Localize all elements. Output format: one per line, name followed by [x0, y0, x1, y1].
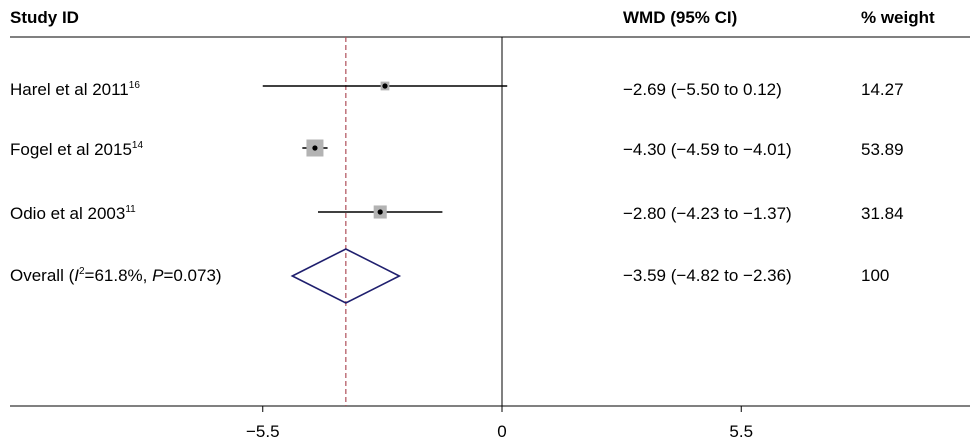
study-reference: 14 — [132, 140, 144, 151]
study-weight: 53.89 — [861, 140, 904, 159]
header-study-id: Study ID — [10, 8, 79, 27]
x-tick-label: 5.5 — [729, 422, 753, 441]
study-reference: 11 — [125, 204, 136, 215]
study-point-estimate — [382, 83, 388, 89]
x-tick-label: −5.5 — [246, 422, 280, 441]
overall-label: Overall (I2=61.8%, P=0.073) — [10, 266, 222, 285]
study-row: Odio et al 200311 −2.80 (−4.23 to −1.37)… — [10, 204, 904, 223]
study-row: Harel et al 201116 −2.69 (−5.50 to 0.12)… — [10, 80, 904, 99]
header-weight: % weight — [861, 8, 935, 27]
study-label: Harel et al 201116 — [10, 80, 140, 99]
x-tick-label: 0 — [497, 422, 506, 441]
overall-row: Overall (I2=61.8%, P=0.073) −3.59 (−4.82… — [10, 266, 889, 285]
study-ci-text: −2.69 (−5.50 to 0.12) — [623, 80, 782, 99]
overall-weight: 100 — [861, 266, 889, 285]
header-effect: WMD (95% CI) — [623, 8, 737, 27]
study-weight: 31.84 — [861, 204, 904, 223]
study-point-estimate — [377, 209, 383, 215]
study-row: Fogel et al 201514 −4.30 (−4.59 to −4.01… — [10, 140, 904, 159]
overall-ci-text: −3.59 (−4.82 to −2.36) — [623, 266, 792, 285]
study-ci-text: −4.30 (−4.59 to −4.01) — [623, 140, 792, 159]
study-reference: 16 — [129, 80, 141, 91]
study-label: Odio et al 200311 — [10, 204, 136, 223]
study-ci-text: −2.80 (−4.23 to −1.37) — [623, 204, 792, 223]
study-point-estimate — [312, 145, 318, 151]
overall-diamond — [290, 248, 402, 304]
study-label: Fogel et al 201514 — [10, 140, 143, 159]
study-weight: 14.27 — [861, 80, 904, 99]
